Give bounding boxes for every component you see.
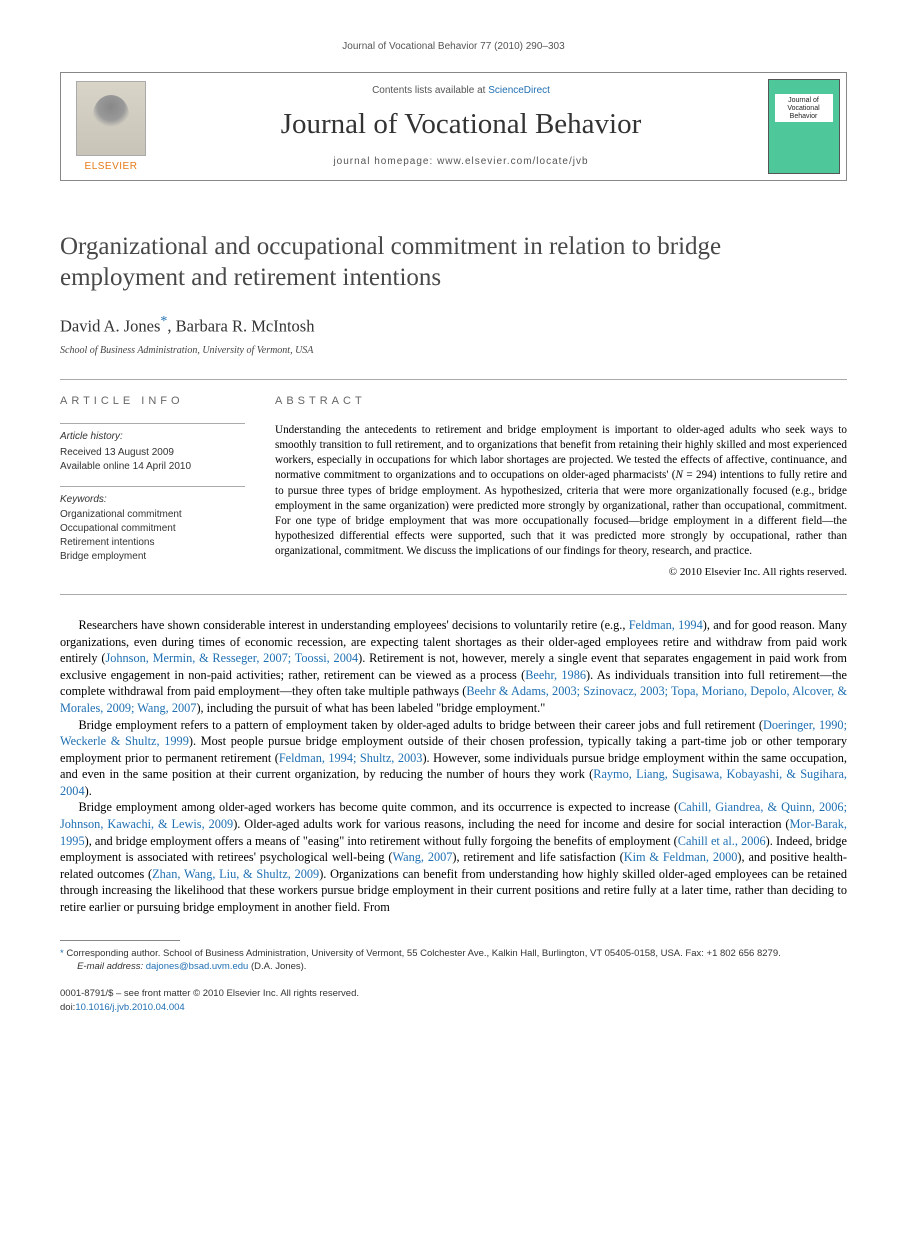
online-line: Available online 14 April 2010 bbox=[60, 460, 245, 474]
author-2: Barbara R. McIntosh bbox=[176, 317, 315, 336]
corresponding-footnote: * Corresponding author. School of Busine… bbox=[60, 947, 847, 960]
email-footnote: E-mail address: dajones@bsad.uvm.edu (D.… bbox=[60, 960, 847, 973]
sciencedirect-link[interactable]: ScienceDirect bbox=[488, 85, 550, 96]
cite-kim-feldman-2000[interactable]: Kim & Feldman, 2000 bbox=[624, 850, 738, 864]
homepage-url[interactable]: www.elsevier.com/locate/jvb bbox=[437, 156, 589, 167]
p3-b: ). Older-aged adults work for various re… bbox=[233, 817, 789, 831]
p2-d: ). bbox=[85, 784, 92, 798]
received-line: Received 13 August 2009 bbox=[60, 446, 245, 460]
journal-homepage-line: journal homepage: www.elsevier.com/locat… bbox=[333, 155, 588, 169]
journal-name: Journal of Vocational Behavior bbox=[281, 105, 642, 144]
p3-c: ), and bridge employment offers a means … bbox=[85, 834, 678, 848]
p1-e: ), including the pursuit of what has bee… bbox=[196, 701, 545, 715]
cite-johnson-2007[interactable]: Johnson, Mermin, & Resseger, 2007; Tooss… bbox=[105, 651, 358, 665]
corresponding-text: Corresponding author. School of Business… bbox=[64, 948, 781, 959]
journal-cover-icon: Journal of Vocational Behavior bbox=[768, 79, 840, 174]
publisher-label: ELSEVIER bbox=[85, 160, 138, 174]
history-label: Article history: bbox=[60, 430, 245, 444]
article-history-block: Article history: Received 13 August 2009… bbox=[60, 423, 245, 474]
cover-thumb-text: Journal of Vocational Behavior bbox=[775, 97, 833, 121]
affiliation: School of Business Administration, Unive… bbox=[60, 344, 847, 358]
cover-line2: Vocational bbox=[787, 105, 819, 112]
keyword-2: Occupational commitment bbox=[60, 522, 245, 536]
abstract-copyright: © 2010 Elsevier Inc. All rights reserved… bbox=[275, 565, 847, 580]
contents-available-line: Contents lists available at ScienceDirec… bbox=[372, 84, 550, 98]
keyword-4: Bridge employment bbox=[60, 550, 245, 564]
email-suffix: (D.A. Jones). bbox=[248, 961, 306, 972]
cover-line1: Journal of bbox=[788, 97, 819, 104]
p2-a: Bridge employment refers to a pattern of… bbox=[78, 718, 763, 732]
footnotes: * Corresponding author. School of Busine… bbox=[60, 947, 847, 974]
email-label: E-mail address: bbox=[77, 961, 146, 972]
author-sep: , bbox=[167, 317, 175, 336]
masthead-center: Contents lists available at ScienceDirec… bbox=[161, 73, 761, 180]
info-abstract-row: article info Article history: Received 1… bbox=[60, 380, 847, 594]
cite-feldman-1994[interactable]: Feldman, 1994 bbox=[629, 618, 703, 632]
homepage-prefix: journal homepage: bbox=[333, 156, 437, 167]
cite-feldman-shultz[interactable]: Feldman, 1994; Shultz, 2003 bbox=[279, 751, 423, 765]
article-info-column: article info Article history: Received 1… bbox=[60, 394, 245, 580]
cite-wang-2007[interactable]: Wang, 2007 bbox=[393, 850, 453, 864]
contents-prefix: Contents lists available at bbox=[372, 85, 488, 96]
footnote-rule bbox=[60, 940, 180, 941]
keyword-1: Organizational commitment bbox=[60, 508, 245, 522]
abstract-n-label: N bbox=[676, 469, 683, 481]
p1-a: Researchers have shown considerable inte… bbox=[78, 618, 628, 632]
doi-prefix: doi: bbox=[60, 1002, 75, 1013]
doi-line: doi:10.1016/j.jvb.2010.04.004 bbox=[60, 1001, 847, 1014]
elsevier-tree-icon bbox=[76, 81, 146, 156]
cover-thumb-block: Journal of Vocational Behavior bbox=[761, 73, 846, 180]
issn-line: 0001-8791/$ – see front matter © 2010 El… bbox=[60, 987, 847, 1000]
body-text: Researchers have shown considerable inte… bbox=[60, 617, 847, 916]
publisher-block: ELSEVIER bbox=[61, 73, 161, 180]
keyword-3: Retirement intentions bbox=[60, 536, 245, 550]
cover-line3: Behavior bbox=[790, 113, 818, 120]
cite-zhan-2009[interactable]: Zhan, Wang, Liu, & Shultz, 2009 bbox=[152, 867, 319, 881]
abstract-post: = 294) intentions to fully retire and to… bbox=[275, 469, 847, 557]
body-paragraph-3: Bridge employment among older-aged worke… bbox=[60, 799, 847, 915]
body-paragraph-2: Bridge employment refers to a pattern of… bbox=[60, 717, 847, 800]
body-paragraph-1: Researchers have shown considerable inte… bbox=[60, 617, 847, 717]
keywords-label: Keywords: bbox=[60, 493, 245, 507]
journal-masthead: ELSEVIER Contents lists available at Sci… bbox=[60, 72, 847, 181]
p3-a: Bridge employment among older-aged worke… bbox=[78, 800, 678, 814]
abstract-header: abstract bbox=[275, 394, 847, 409]
cite-cahill-etal-2006[interactable]: Cahill et al., 2006 bbox=[678, 834, 766, 848]
running-head: Journal of Vocational Behavior 77 (2010)… bbox=[60, 40, 847, 54]
cite-beehr-1986[interactable]: Beehr, 1986 bbox=[525, 668, 586, 682]
article-info-header: article info bbox=[60, 394, 245, 409]
bottom-block: 0001-8791/$ – see front matter © 2010 El… bbox=[60, 987, 847, 1014]
abstract-column: abstract Understanding the antecedents t… bbox=[275, 394, 847, 580]
email-link[interactable]: dajones@bsad.uvm.edu bbox=[146, 961, 249, 972]
article-title: Organizational and occupational commitme… bbox=[60, 231, 847, 294]
divider-bottom bbox=[60, 594, 847, 595]
keywords-block: Keywords: Organizational commitment Occu… bbox=[60, 486, 245, 565]
doi-link[interactable]: 10.1016/j.jvb.2010.04.004 bbox=[75, 1002, 184, 1013]
author-1: David A. Jones bbox=[60, 317, 160, 336]
authors-line: David A. Jones*, Barbara R. McIntosh bbox=[60, 313, 847, 338]
p3-e: ), retirement and life satisfaction ( bbox=[452, 850, 623, 864]
abstract-text: Understanding the antecedents to retirem… bbox=[275, 423, 847, 559]
